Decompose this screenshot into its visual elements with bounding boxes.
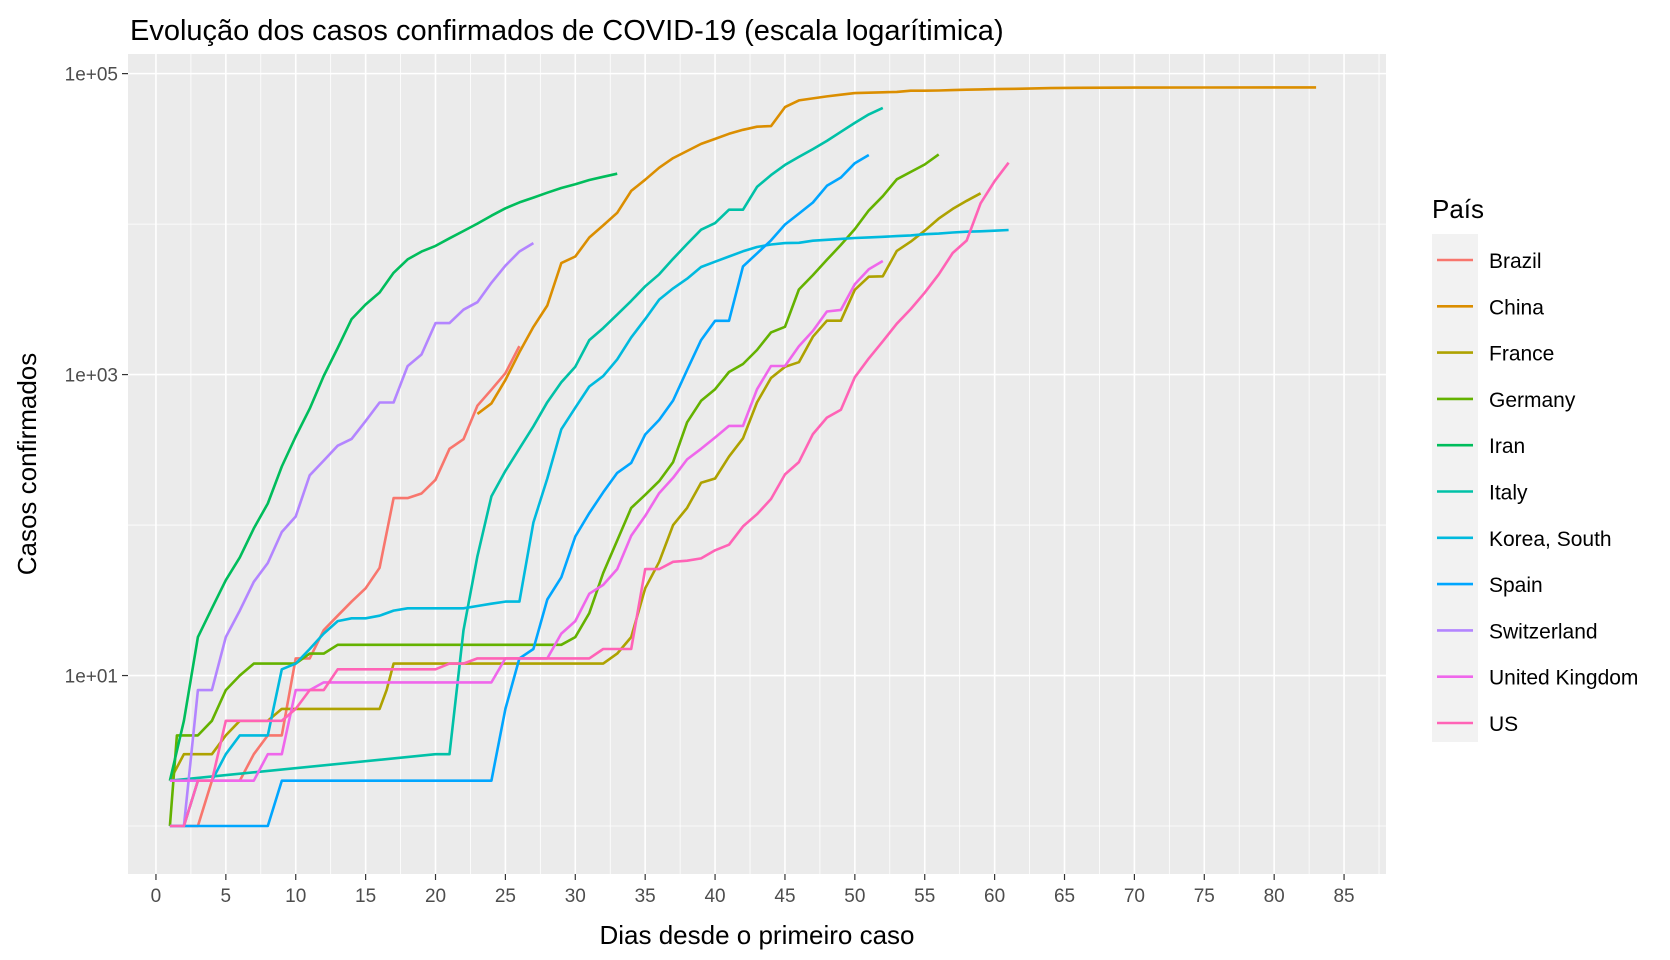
series-line-switzerland (169, 241, 535, 828)
plot-panel (128, 54, 1386, 874)
series-line-korea-south (169, 228, 1009, 828)
axes: 0 5 10 15 20 25 30 35 40 45 50 55 60 65 70 75 80 85 1e+01 1… (65, 65, 1355, 907)
legend: País Brazil China France Germany Iran Italy Ko… (1432, 194, 1638, 742)
y-tick-label: 1e+01 (65, 667, 118, 688)
y-tick-label: 1e+03 (65, 366, 118, 387)
legend-label-switzerland: Switzerland (1489, 620, 1598, 643)
legend-title: País (1432, 194, 1484, 224)
series-line-france (168, 192, 982, 782)
x-tick-label: 75 (1194, 886, 1215, 907)
x-tick-label: 30 (565, 886, 586, 907)
x-tick-label: 70 (1124, 886, 1145, 907)
x-tick-label: 45 (774, 886, 795, 907)
x-tick-label: 35 (635, 886, 656, 907)
legend-label-us: US (1489, 713, 1518, 736)
series-line-italy (169, 106, 884, 782)
legend-key-background (1432, 234, 1478, 742)
legend-label-korea-south: Korea, South (1489, 528, 1612, 551)
legend-label-iran: Iran (1489, 435, 1525, 458)
legend-label-france: France (1489, 343, 1554, 366)
x-tick-label: 50 (844, 886, 865, 907)
x-tick-label: 15 (355, 886, 376, 907)
y-tick-label: 1e+05 (65, 65, 118, 86)
x-tick-label: 60 (984, 886, 1005, 907)
x-tick-label: 65 (1054, 886, 1075, 907)
series-line-us (169, 161, 1010, 828)
y-axis-title: Casos confirmados (12, 353, 42, 576)
legend-label-germany: Germany (1489, 389, 1576, 412)
legend-label-spain: Spain (1489, 574, 1543, 597)
x-tick-label: 5 (221, 886, 232, 907)
series-lines (168, 86, 1317, 828)
x-tick-label: 55 (914, 886, 935, 907)
legend-label-brazil: Brazil (1489, 250, 1542, 273)
x-tick-label: 80 (1264, 886, 1285, 907)
chart-title: Evolução dos casos confirmados de COVID-… (130, 15, 1004, 47)
legend-label-italy: Italy (1489, 482, 1528, 505)
legend-label-united-kingdom: United Kingdom (1489, 667, 1638, 690)
x-tick-label: 0 (151, 886, 162, 907)
x-tick-label: 10 (285, 886, 306, 907)
series-line-germany (168, 153, 940, 827)
series-line-iran (168, 172, 618, 781)
series-line-china (476, 86, 1317, 415)
x-tick-label: 85 (1333, 886, 1354, 907)
x-tick-label: 20 (425, 886, 446, 907)
x-axis-title: Dias desde o primeiro caso (599, 920, 914, 950)
x-tick-label: 25 (495, 886, 516, 907)
legend-label-china: China (1489, 296, 1544, 319)
legend-items: Brazil China France Germany Iran Italy Korea, … (1437, 250, 1638, 736)
x-tick-label: 40 (704, 886, 725, 907)
